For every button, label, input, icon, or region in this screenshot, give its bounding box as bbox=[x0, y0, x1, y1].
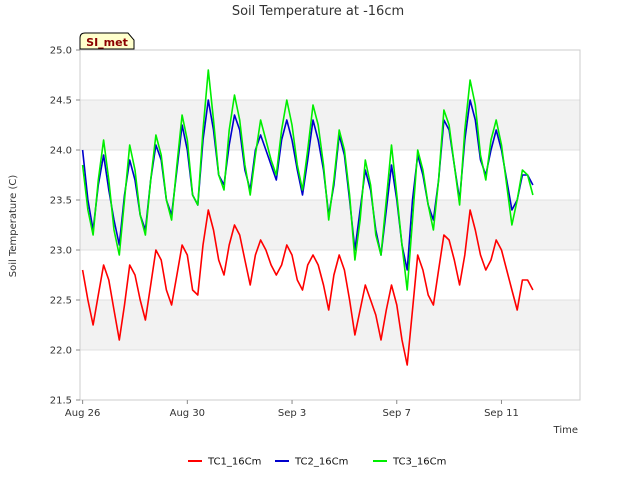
y-tick-label: 23.5 bbox=[50, 196, 72, 207]
grid-band bbox=[80, 300, 580, 350]
legend-label: TC3_16Cm bbox=[392, 457, 446, 468]
plot-background bbox=[79, 49, 581, 401]
plot-frame bbox=[79, 49, 581, 401]
y-axis-ticks: 21.5 22.0 22.5 23.0 23.5 24.0 24.5 25.0 bbox=[50, 46, 80, 407]
chart-title: Soil Temperature at -16cm bbox=[232, 4, 404, 19]
series-line-tc3_16cm bbox=[81, 69, 534, 291]
y-tick-label: 22.5 bbox=[50, 296, 72, 307]
series-line-tc1_16cm bbox=[81, 209, 534, 366]
x-tick-label: Sep 7 bbox=[383, 408, 411, 419]
y-tick-label: 21.5 bbox=[50, 396, 72, 407]
y-tick-label: 25.0 bbox=[50, 46, 72, 57]
x-axis-ticks: Aug 26 Aug 30 Sep 3 Sep 7 Sep 11 bbox=[65, 400, 519, 419]
legend-label: TC2_16Cm bbox=[294, 457, 348, 468]
x-tick-label: Sep 3 bbox=[278, 408, 306, 419]
x-tick-label: Aug 30 bbox=[170, 408, 205, 419]
y-tick-label: 23.0 bbox=[50, 246, 72, 257]
legend: TC1_16Cm TC2_16Cm TC3_16Cm bbox=[188, 457, 446, 468]
series-lines bbox=[81, 69, 534, 366]
y-tick-label: 24.0 bbox=[50, 146, 72, 157]
site-badge: SI_met bbox=[79, 32, 135, 50]
x-axis-label: Time bbox=[553, 425, 578, 436]
x-tick-label: Aug 26 bbox=[65, 408, 100, 419]
y-tick-label: 24.5 bbox=[50, 96, 72, 107]
y-axis-label: Soil Temperature (C) bbox=[8, 175, 19, 278]
site-badge-label: SI_met bbox=[86, 36, 128, 49]
legend-label: TC1_16Cm bbox=[207, 457, 261, 468]
y-tick-label: 22.0 bbox=[50, 346, 72, 357]
x-tick-label: Sep 11 bbox=[484, 408, 519, 419]
